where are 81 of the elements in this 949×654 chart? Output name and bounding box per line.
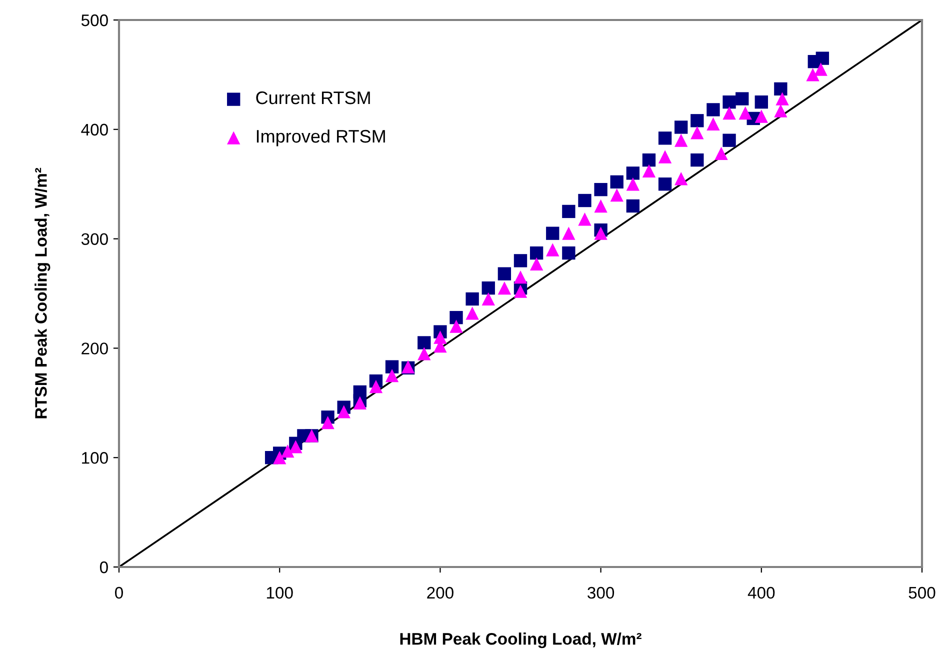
point <box>498 267 512 280</box>
point <box>610 175 624 188</box>
legend-label: Improved RTSM <box>256 129 385 146</box>
point <box>562 246 576 260</box>
point <box>816 52 830 65</box>
point <box>514 254 528 268</box>
point <box>626 166 640 180</box>
point <box>754 95 768 109</box>
point <box>776 92 789 106</box>
point <box>690 126 704 140</box>
point <box>578 194 592 208</box>
point <box>626 178 640 191</box>
point <box>714 146 728 160</box>
point <box>369 380 383 394</box>
point <box>774 82 788 96</box>
point <box>514 270 528 284</box>
point <box>466 292 479 306</box>
point <box>658 178 672 191</box>
point <box>738 106 752 120</box>
y-tick-label: 100 <box>82 452 108 464</box>
point <box>706 117 720 131</box>
point <box>706 103 720 116</box>
point <box>482 281 495 295</box>
y-tick-label: 500 <box>81 14 108 26</box>
y-tick-label: 200 <box>82 342 108 354</box>
point <box>674 134 688 147</box>
point <box>385 368 399 382</box>
point <box>273 451 286 464</box>
point <box>418 347 431 360</box>
point <box>385 360 399 374</box>
point <box>594 226 608 240</box>
point <box>736 92 749 106</box>
x-tick-label: 100 <box>266 586 293 599</box>
point <box>722 106 736 120</box>
point <box>281 444 294 458</box>
point <box>658 150 672 164</box>
point <box>466 306 479 320</box>
point <box>482 292 495 306</box>
point <box>418 336 431 350</box>
point <box>498 281 512 295</box>
point <box>546 226 560 240</box>
point <box>530 257 544 271</box>
point <box>690 114 704 128</box>
x-tick-label: 300 <box>588 586 614 599</box>
y-tick-label: 0 <box>100 561 108 574</box>
point <box>546 243 560 256</box>
point <box>642 153 656 167</box>
point <box>722 95 736 109</box>
point <box>626 199 640 213</box>
point <box>658 132 672 145</box>
point <box>594 199 608 213</box>
point <box>642 164 656 178</box>
point <box>690 153 704 167</box>
point <box>321 416 334 430</box>
point <box>450 310 463 324</box>
point <box>814 62 828 76</box>
x-axis-title: HBM Peak Cooling Load, W/m² <box>400 632 642 648</box>
point <box>754 110 768 123</box>
point <box>578 212 592 226</box>
point <box>289 440 302 454</box>
point <box>774 104 788 118</box>
point <box>722 134 736 147</box>
point <box>562 226 576 240</box>
point <box>450 320 463 333</box>
x-tick-label: 200 <box>427 586 454 599</box>
point <box>337 405 350 418</box>
point <box>514 284 528 298</box>
point <box>594 182 608 196</box>
y-axis-title: RTSM Peak Cooling Load, W/m² <box>34 168 50 418</box>
y-tick-label: 400 <box>81 124 108 136</box>
x-tick-label: 400 <box>748 586 775 599</box>
x-tick-label: 0 <box>115 586 123 599</box>
legend-label: Current RTSM <box>256 91 370 104</box>
point <box>562 204 576 218</box>
point <box>610 188 624 202</box>
point <box>530 246 544 260</box>
point <box>674 120 688 134</box>
point <box>674 172 688 186</box>
y-tick-label: 300 <box>81 233 108 246</box>
x-tick-label: 500 <box>908 586 936 599</box>
point <box>806 68 820 82</box>
